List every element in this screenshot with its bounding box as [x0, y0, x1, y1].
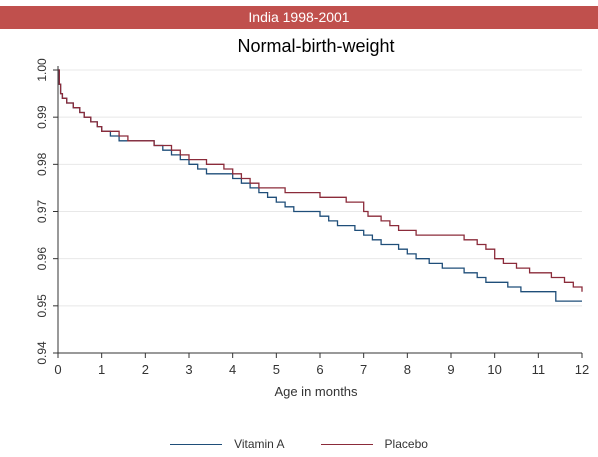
x-axis-label: Age in months	[274, 384, 358, 399]
y-tick-label: 0.99	[35, 105, 49, 129]
x-tick-label: 10	[487, 362, 501, 377]
axes	[57, 66, 582, 354]
x-tick-label: 5	[273, 362, 280, 377]
x-tick-label: 4	[229, 362, 236, 377]
x-tick-label: 3	[185, 362, 192, 377]
x-axis-ticks: 0 1 2 3 4 5 6 7 8 9 10 11 12	[54, 353, 589, 377]
y-tick-label: 0.96	[35, 247, 49, 271]
series-line-placebo	[58, 69, 583, 292]
y-axis-ticks: 0.94 0.95 0.96 0.97 0.98 0.99 1.00	[35, 58, 58, 365]
y-tick-label: 0.94	[35, 341, 49, 365]
legend-item-placebo: Placebo	[320, 437, 428, 451]
legend-label-vitamin-a: Vitamin A	[234, 437, 285, 451]
series-line-vitamin-a	[58, 69, 582, 302]
series-lines	[58, 69, 583, 302]
x-tick-label: 2	[142, 362, 149, 377]
x-tick-label: 7	[360, 362, 367, 377]
legend-item-vitamin-a: Vitamin A	[170, 437, 285, 451]
y-tick-label: 0.95	[35, 294, 49, 318]
legend-swatch-placebo	[320, 443, 373, 445]
legend-label-placebo: Placebo	[384, 437, 428, 451]
x-tick-label: 1	[98, 362, 105, 377]
banner: India 1998-2001	[0, 6, 598, 29]
legend: Vitamin A Placebo	[0, 436, 598, 452]
y-tick-label: 1.00	[35, 58, 49, 82]
y-tick-label: 0.97	[35, 199, 49, 223]
gridlines	[58, 69, 582, 307]
x-tick-label: 6	[316, 362, 323, 377]
y-tick-label: 0.98	[35, 152, 49, 176]
x-tick-label: 9	[447, 362, 454, 377]
legend-swatch-vitamin-a	[170, 443, 223, 445]
chart-title: Normal-birth-weight	[237, 36, 394, 56]
x-tick-label: 0	[54, 362, 61, 377]
x-tick-label: 11	[532, 362, 546, 377]
x-tick-label: 12	[575, 362, 589, 377]
x-tick-label: 8	[404, 362, 411, 377]
